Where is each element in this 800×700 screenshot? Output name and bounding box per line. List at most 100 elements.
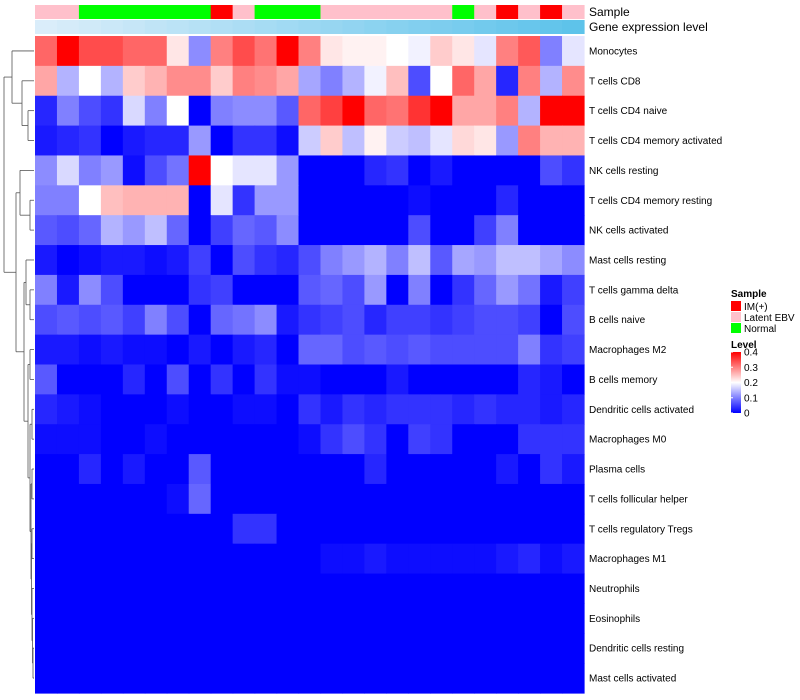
row-label-plasma-cells: Plasma cells xyxy=(589,465,645,476)
heatmap-cell xyxy=(276,245,300,276)
heatmap-cell xyxy=(518,155,541,186)
heatmap-cell xyxy=(210,483,234,515)
heatmap-cell xyxy=(254,155,278,186)
heatmap-cell xyxy=(232,364,256,395)
heatmap-cell xyxy=(474,454,497,485)
sample-annotation-cell xyxy=(188,5,212,19)
gene-expression-annotation-cell xyxy=(452,20,475,34)
heatmap-cell xyxy=(56,633,80,664)
heatmap-cell xyxy=(408,513,431,545)
heatmap-cell xyxy=(518,125,541,157)
heatmap-cell xyxy=(496,394,519,425)
heatmap-cell xyxy=(474,334,497,366)
heatmap-cell xyxy=(364,603,387,634)
heatmap-cell xyxy=(276,603,300,634)
heatmap-cell xyxy=(320,274,344,306)
heatmap-cell xyxy=(210,304,234,336)
heatmap-cell xyxy=(496,65,519,97)
heatmap-cell xyxy=(188,543,212,575)
heatmap-cell xyxy=(320,215,344,246)
heatmap-cell xyxy=(35,633,58,664)
heatmap-cell xyxy=(474,424,497,455)
heatmap-cell xyxy=(56,483,80,515)
heatmap-cell xyxy=(540,394,563,425)
heatmap-cell xyxy=(210,543,234,575)
gene-expression-annotation-cell xyxy=(496,20,519,34)
heatmap-cell xyxy=(430,364,453,395)
heatmap-cell xyxy=(430,603,453,634)
row-label-nk-cells-resting: NK cells resting xyxy=(589,166,658,177)
heatmap-cell xyxy=(254,245,278,276)
heatmap-cell xyxy=(276,95,300,127)
heatmap-cell xyxy=(166,125,190,157)
heatmap-cell xyxy=(386,334,409,366)
heatmap-cell xyxy=(298,95,322,127)
heatmap-cell xyxy=(540,513,563,545)
heatmap-cell xyxy=(276,663,300,694)
heatmap-cell xyxy=(562,513,585,545)
heatmap-cell xyxy=(298,155,322,186)
heatmap-cell xyxy=(320,454,344,485)
heatmap-cell xyxy=(144,483,168,515)
heatmap-cell xyxy=(232,274,256,306)
heatmap-cell xyxy=(122,454,146,485)
heatmap-cell xyxy=(496,274,519,306)
heatmap-cell xyxy=(386,364,409,395)
heatmap-cell xyxy=(408,334,431,366)
heatmap-cell xyxy=(78,274,102,306)
heatmap-cell xyxy=(430,185,453,216)
heatmap-cell xyxy=(386,603,409,634)
heatmap-cell xyxy=(188,454,212,485)
heatmap-cell xyxy=(56,304,80,336)
heatmap-cell xyxy=(430,65,453,97)
heatmap-cell xyxy=(56,274,80,306)
heatmap-cell xyxy=(122,483,146,515)
heatmap-cell xyxy=(144,454,168,485)
heatmap-cell xyxy=(298,36,322,67)
heatmap-cell xyxy=(540,65,563,97)
heatmap-cell xyxy=(78,394,102,425)
gene-expression-annotation-cell xyxy=(364,20,387,34)
heatmap-cell xyxy=(210,573,234,605)
heatmap-cell xyxy=(144,543,168,575)
heatmap-cell xyxy=(56,36,80,67)
heatmap-cell xyxy=(452,364,475,395)
gene-expression-annotation-cell xyxy=(298,20,322,34)
heatmap-cell xyxy=(210,215,234,246)
heatmap-cell xyxy=(562,424,585,455)
heatmap-cell xyxy=(35,95,58,127)
heatmap-cell xyxy=(122,603,146,634)
heatmap-cell xyxy=(122,633,146,664)
heatmap-cell xyxy=(474,573,497,605)
heatmap-cell xyxy=(364,364,387,395)
heatmap-cell xyxy=(56,543,80,575)
heatmap-cell xyxy=(540,364,563,395)
heatmap-cell xyxy=(100,274,124,306)
heatmap-cell xyxy=(540,215,563,246)
heatmap-cell xyxy=(408,543,431,575)
sample-annotation-cell xyxy=(496,5,519,19)
gene-expression-annotation-cell xyxy=(386,20,409,34)
heatmap-cell xyxy=(562,603,585,634)
heatmap-cell xyxy=(254,663,278,694)
heatmap-cell xyxy=(408,424,431,455)
legend-swatch-im xyxy=(731,301,741,311)
heatmap-cell xyxy=(518,215,541,246)
heatmap-cell xyxy=(276,155,300,186)
heatmap-cell xyxy=(298,274,322,306)
heatmap-cell xyxy=(298,633,322,664)
heatmap-cell xyxy=(254,483,278,515)
heatmap-cell xyxy=(100,573,124,605)
heatmap-cell xyxy=(254,394,278,425)
heatmap-cell xyxy=(320,633,344,664)
heatmap-cell xyxy=(562,543,585,575)
heatmap-cell xyxy=(518,424,541,455)
row-label-t-cells-follicular-helper: T cells follicular helper xyxy=(589,494,688,505)
heatmap-cell xyxy=(232,245,256,276)
heatmap-cell xyxy=(474,155,497,186)
heatmap-cell xyxy=(474,633,497,664)
heatmap-cell xyxy=(474,663,497,694)
heatmap-cell xyxy=(35,304,58,336)
